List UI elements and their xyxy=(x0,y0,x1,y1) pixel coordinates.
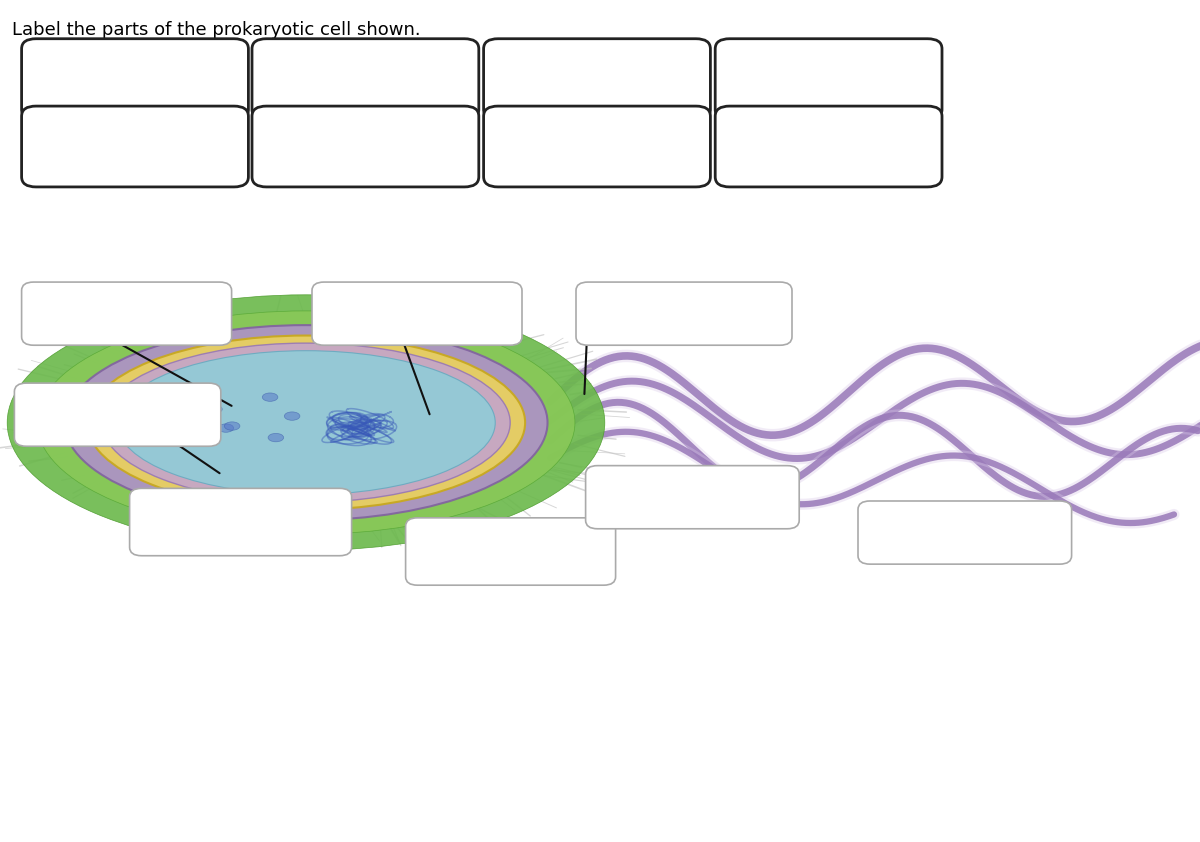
Ellipse shape xyxy=(284,412,300,420)
Text: Ribosomes: Ribosomes xyxy=(316,70,415,88)
FancyBboxPatch shape xyxy=(576,282,792,345)
FancyBboxPatch shape xyxy=(22,39,248,120)
Text: Cell membrane: Cell membrane xyxy=(296,137,434,156)
FancyBboxPatch shape xyxy=(252,39,479,120)
FancyBboxPatch shape xyxy=(715,39,942,120)
Text: Chromosomal
DNA: Chromosomal DNA xyxy=(767,127,890,166)
Ellipse shape xyxy=(218,424,234,432)
Ellipse shape xyxy=(263,393,278,402)
Text: Cytoplasm: Cytoplasm xyxy=(781,70,876,88)
FancyBboxPatch shape xyxy=(130,488,352,556)
Ellipse shape xyxy=(168,399,184,408)
FancyBboxPatch shape xyxy=(586,466,799,529)
Text: Flagellum: Flagellum xyxy=(91,70,179,88)
FancyBboxPatch shape xyxy=(252,106,479,187)
Text: Capsule: Capsule xyxy=(560,70,634,88)
Text: Label the parts of the prokaryotic cell shown.: Label the parts of the prokaryotic cell … xyxy=(12,21,421,39)
FancyBboxPatch shape xyxy=(484,106,710,187)
FancyBboxPatch shape xyxy=(22,106,248,187)
Ellipse shape xyxy=(86,335,526,509)
Ellipse shape xyxy=(206,405,222,413)
FancyBboxPatch shape xyxy=(14,383,221,446)
Ellipse shape xyxy=(224,422,240,430)
Ellipse shape xyxy=(157,397,173,406)
Ellipse shape xyxy=(116,350,496,495)
Ellipse shape xyxy=(156,406,172,414)
FancyBboxPatch shape xyxy=(312,282,522,345)
FancyBboxPatch shape xyxy=(22,282,232,345)
FancyBboxPatch shape xyxy=(484,39,710,120)
Ellipse shape xyxy=(65,325,547,520)
Text: Cell wall: Cell wall xyxy=(97,137,173,156)
Ellipse shape xyxy=(200,394,216,402)
Ellipse shape xyxy=(161,399,176,408)
Ellipse shape xyxy=(37,311,575,535)
Ellipse shape xyxy=(167,390,182,398)
Ellipse shape xyxy=(7,295,605,551)
FancyBboxPatch shape xyxy=(858,501,1072,564)
FancyBboxPatch shape xyxy=(715,106,942,187)
Text: Pilus: Pilus xyxy=(576,137,618,156)
Ellipse shape xyxy=(268,434,283,442)
Ellipse shape xyxy=(102,344,510,502)
FancyBboxPatch shape xyxy=(406,518,616,585)
